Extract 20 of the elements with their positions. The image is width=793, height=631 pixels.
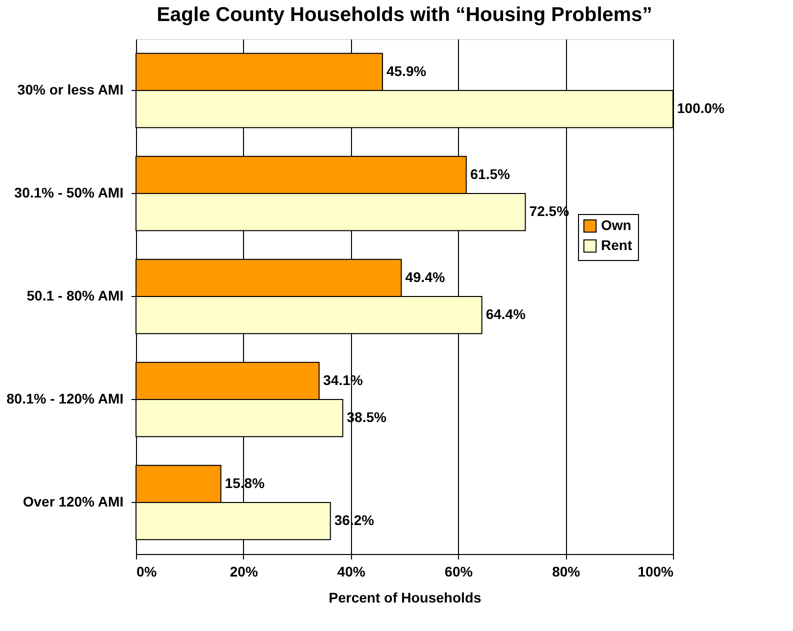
y-tick-label: Over 120% AMI <box>22 494 124 510</box>
data-label: 45.9% <box>386 62 427 79</box>
chart-title: Eagle County Households with “Housing Problems” <box>156 4 652 26</box>
x-tick-label: 40% <box>337 564 366 580</box>
data-label: 49.4% <box>405 268 446 285</box>
x-tick-label: 100% <box>638 564 674 580</box>
y-tick-label: 30% or less AMI <box>17 82 124 98</box>
y-tick-label: 80.1% - 120% AMI <box>6 390 124 406</box>
legend-label: Own <box>601 217 632 233</box>
data-label: 61.5% <box>470 166 511 182</box>
y-tick-label: 50.1 - 80% AMI <box>26 288 124 304</box>
data-label: 64.4% <box>486 306 526 322</box>
y-tick-label: 30.1% - 50% AMI <box>14 184 124 200</box>
x-tick-label: 0% <box>136 564 158 580</box>
legend-label: Rent <box>601 237 632 253</box>
x-axis-title: Percent of Households <box>328 590 482 606</box>
x-tick-label: 60% <box>444 564 474 580</box>
x-tick-label: 80% <box>552 564 581 580</box>
x-tick-label: 20% <box>230 564 258 580</box>
data-label: 100.0% <box>677 100 726 116</box>
